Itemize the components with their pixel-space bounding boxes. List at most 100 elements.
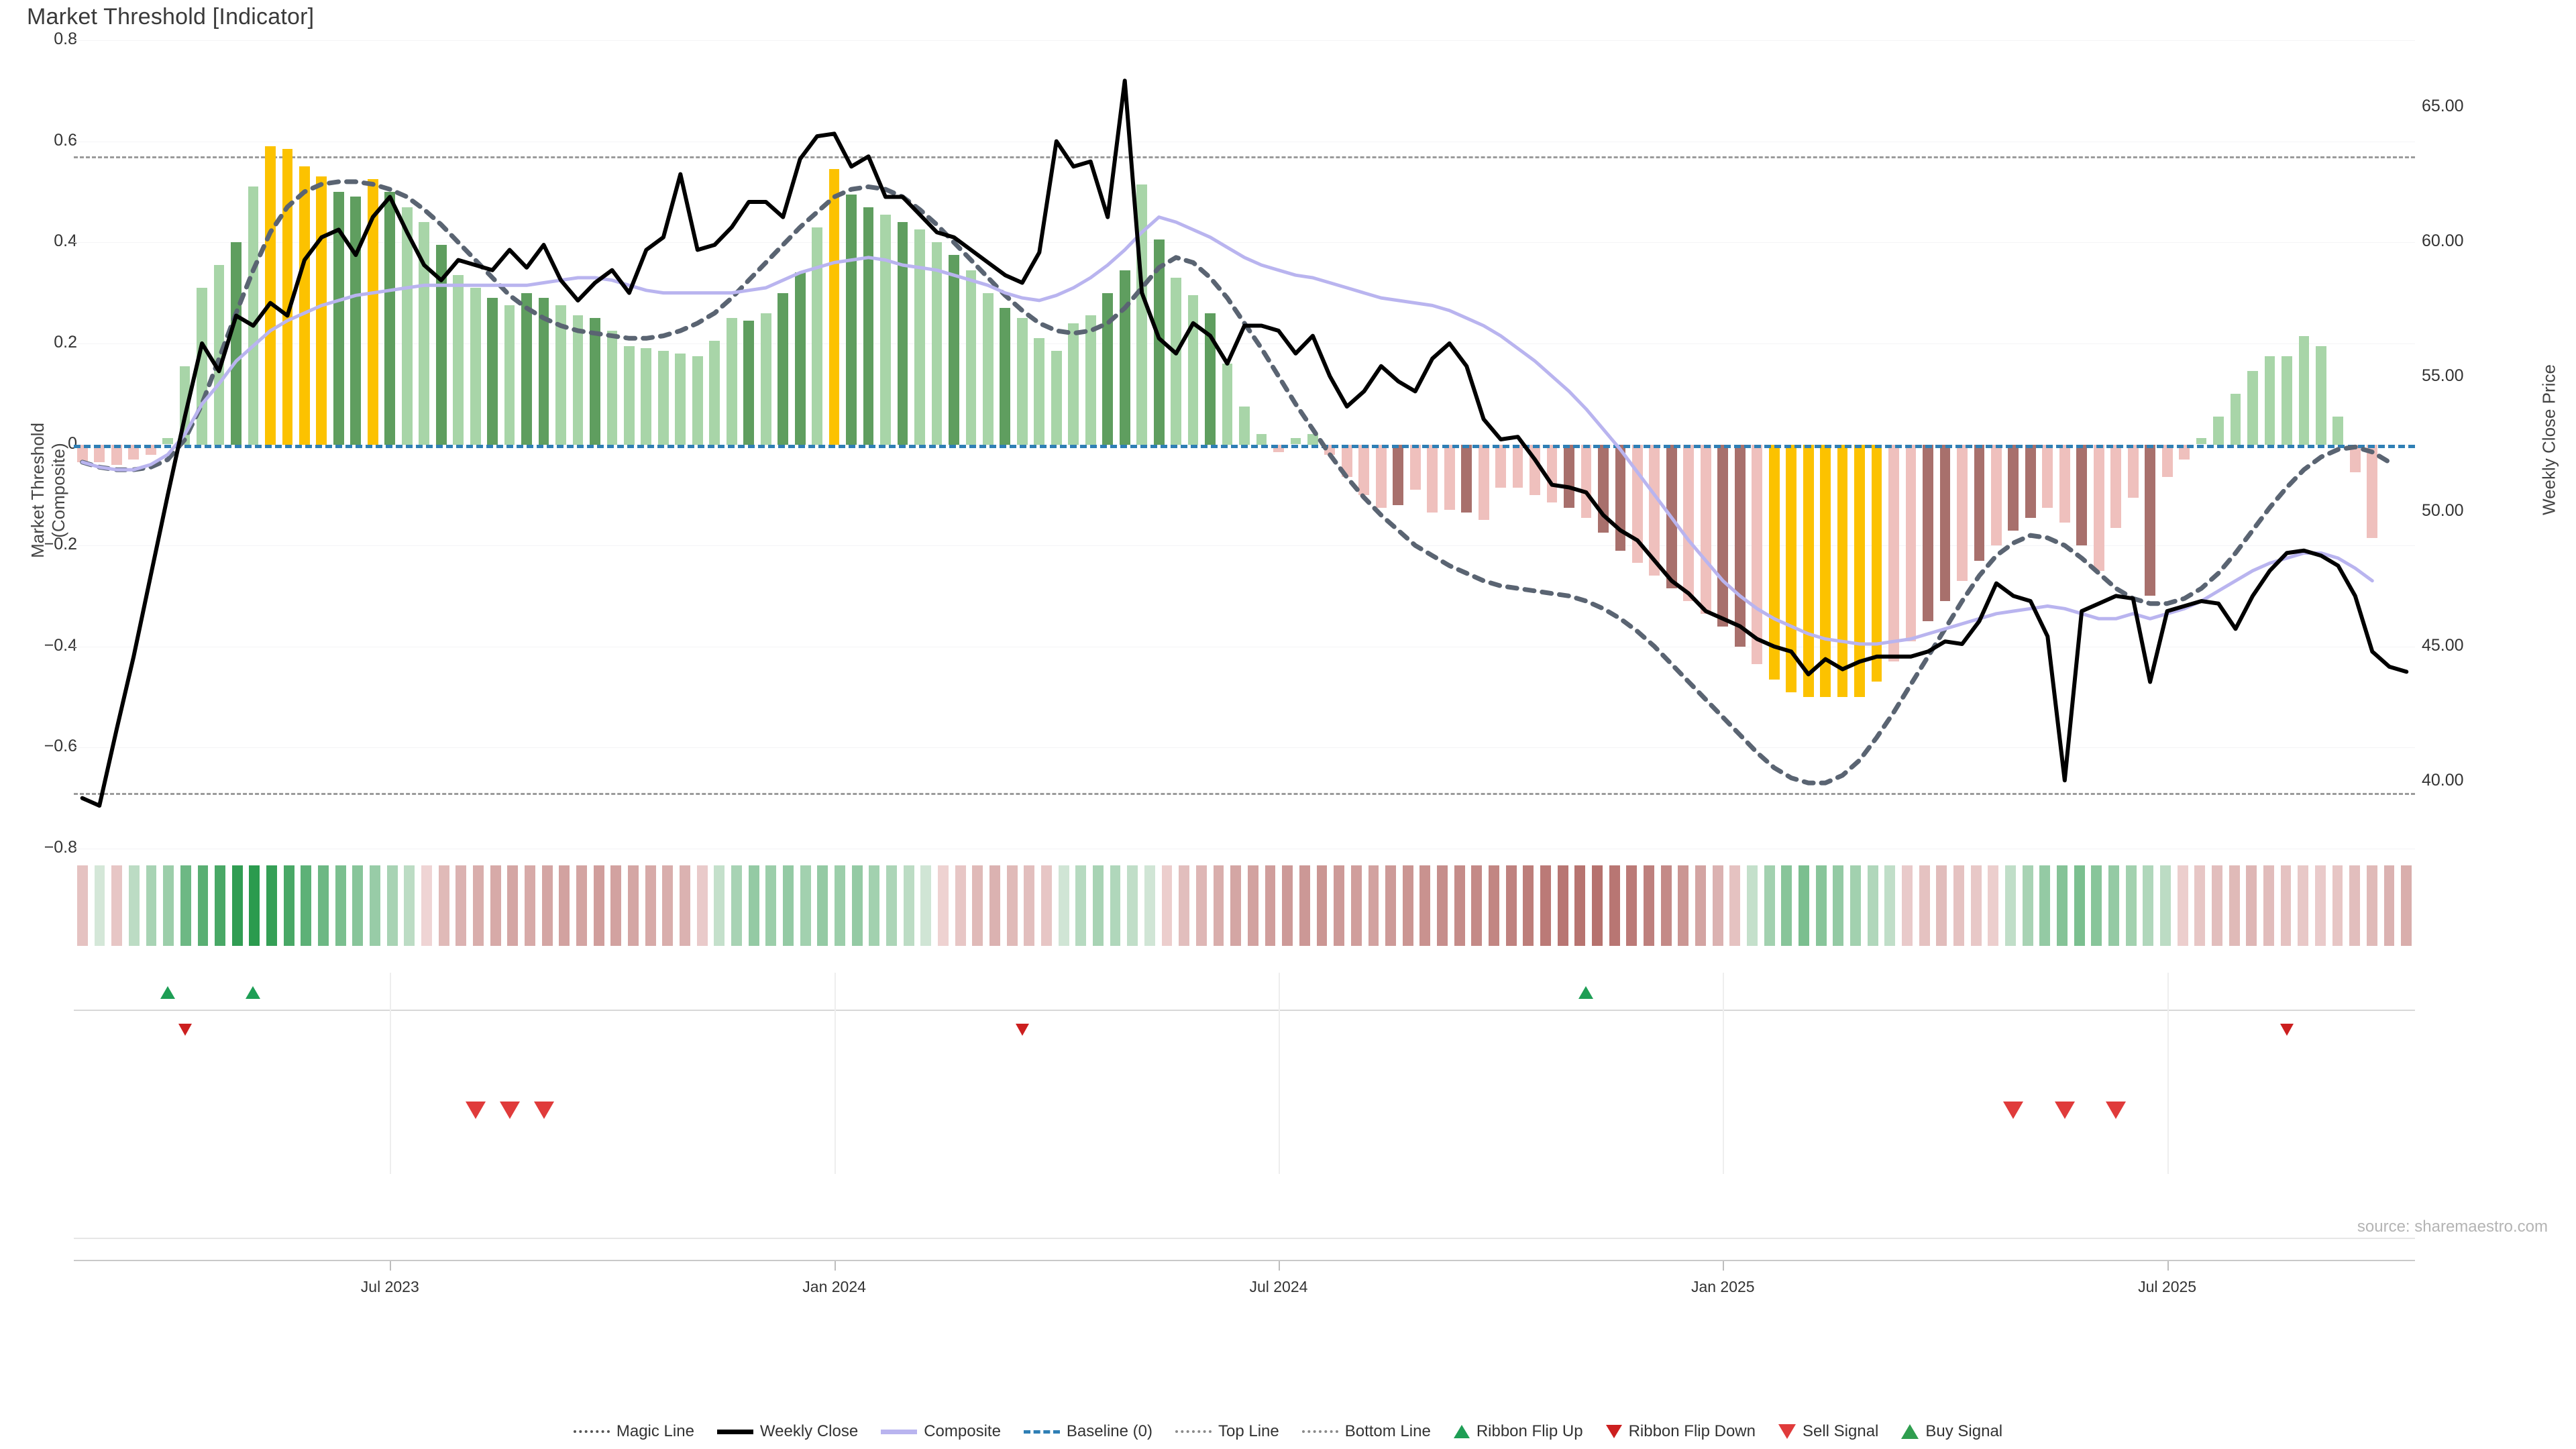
ribbon-cell — [249, 865, 260, 946]
legend-item-label: Bottom Line — [1344, 1422, 1431, 1440]
line-series-layer — [80, 78, 2409, 808]
bar — [282, 148, 293, 445]
gridline — [74, 747, 2415, 749]
legend-item[interactable]: Top Line — [1175, 1422, 1279, 1441]
ribbon-cell — [1884, 865, 1896, 946]
ribbon-cell — [215, 865, 226, 946]
ribbon-cell — [1695, 865, 1706, 946]
bar — [333, 191, 344, 445]
bottom-reference-line — [74, 793, 2415, 796]
magic-line-path — [80, 179, 2392, 786]
legend-item[interactable]: Composite — [881, 1422, 1001, 1441]
legend-item[interactable]: Weekly Close — [716, 1422, 858, 1441]
bar — [1034, 338, 1045, 445]
y-axis-right-tick: 65.00 — [2422, 97, 2464, 116]
bar — [709, 341, 720, 445]
bar — [1957, 444, 1968, 581]
legend-item[interactable]: Ribbon Flip Up — [1453, 1422, 1583, 1441]
ribbon-cell — [1644, 865, 1654, 946]
ribbon-cell — [1799, 865, 1809, 946]
dotted-line-icon — [573, 1430, 610, 1433]
y-axis-right-tick: 40.00 — [2422, 770, 2464, 790]
ribbon-cell — [1213, 865, 1224, 946]
ribbon-cell — [1523, 865, 1534, 946]
ribbon-cell — [2143, 865, 2154, 946]
dotted-line-icon — [1301, 1430, 1338, 1433]
ribbon-cell — [1833, 865, 1844, 946]
bar — [1409, 444, 1421, 490]
bar — [1512, 444, 1523, 488]
bar — [94, 444, 105, 462]
main-plot-area — [74, 40, 2415, 849]
ribbon-flip-up-marker — [1578, 986, 1594, 999]
y-axis-left-tick: −0.8 — [44, 838, 77, 857]
ribbon-cell — [955, 865, 966, 946]
legend-item[interactable]: Magic Line — [573, 1422, 694, 1441]
bar — [2264, 356, 2275, 445]
bar — [2247, 371, 2258, 445]
bar — [1000, 308, 1011, 445]
legend-item[interactable]: Bottom Line — [1301, 1422, 1431, 1441]
bar — [572, 315, 584, 445]
ribbon-cell — [2314, 865, 2326, 946]
bar — [555, 305, 566, 445]
ribbon-cell — [94, 865, 105, 946]
bar — [111, 444, 122, 465]
y-axis-left-tick: 0.8 — [54, 30, 77, 48]
x-axis-tick: Jul 2023 — [360, 1278, 419, 1295]
legend-item[interactable]: Ribbon Flip Down — [1605, 1422, 1756, 1441]
bar — [367, 179, 378, 445]
legend-item-label: Baseline (0) — [1066, 1422, 1152, 1440]
bar — [2161, 444, 2173, 478]
ribbon-cell — [1024, 865, 1035, 946]
gridline — [74, 242, 2415, 244]
ribbon-cell — [473, 865, 484, 946]
bar — [2059, 444, 2070, 523]
bar — [401, 207, 413, 445]
ribbon-cell — [2280, 865, 2292, 946]
ribbon-cell — [885, 865, 897, 946]
ribbon-cell — [1334, 865, 1345, 946]
triangle-down-icon — [1778, 1424, 1796, 1439]
bar — [1700, 444, 1711, 614]
ribbon-cell — [2022, 865, 2033, 946]
bar — [1717, 444, 1729, 627]
bar — [846, 194, 857, 445]
bar — [248, 186, 259, 445]
ribbon-cell — [1195, 865, 1207, 946]
bar — [812, 227, 823, 445]
bar — [1393, 444, 1404, 505]
ribbon-cell — [2159, 865, 2171, 946]
bar — [777, 292, 789, 445]
legend-item[interactable]: Baseline (0) — [1023, 1422, 1152, 1441]
bar — [128, 444, 140, 460]
bar — [384, 191, 396, 445]
ribbon-cell — [920, 865, 932, 946]
legend-item[interactable]: Buy Signal — [1901, 1422, 2002, 1441]
gridline — [74, 545, 2415, 547]
legend-item[interactable]: Sell Signal — [1778, 1422, 1878, 1441]
x-axis-tick: Jan 2025 — [1690, 1278, 1755, 1295]
ribbon-cell — [628, 865, 639, 946]
sell-signal-marker — [2003, 1102, 2024, 1119]
ribbon-flip-down-marker — [2279, 1024, 2294, 1036]
y-axis-left-tick: 0.2 — [54, 332, 77, 352]
bar — [1546, 444, 1558, 503]
ribbon-cell — [1815, 865, 1827, 946]
bar — [470, 288, 481, 445]
y-axis-left-tick: −0.4 — [44, 635, 77, 655]
ribbon-cell — [541, 865, 553, 946]
bar — [1444, 444, 1455, 511]
ribbon-cell — [765, 865, 777, 946]
ribbon-cell — [1316, 865, 1328, 946]
bar — [657, 351, 669, 445]
bar — [350, 197, 362, 445]
weekly-close-path — [80, 78, 2409, 808]
ribbon-cell — [421, 865, 433, 946]
solid-line-icon — [716, 1429, 753, 1434]
bar — [1375, 444, 1387, 508]
bar — [1119, 270, 1130, 445]
bar — [1905, 444, 1917, 642]
ribbon-cell — [1936, 865, 1947, 946]
dotted-line-icon — [1175, 1430, 1212, 1433]
